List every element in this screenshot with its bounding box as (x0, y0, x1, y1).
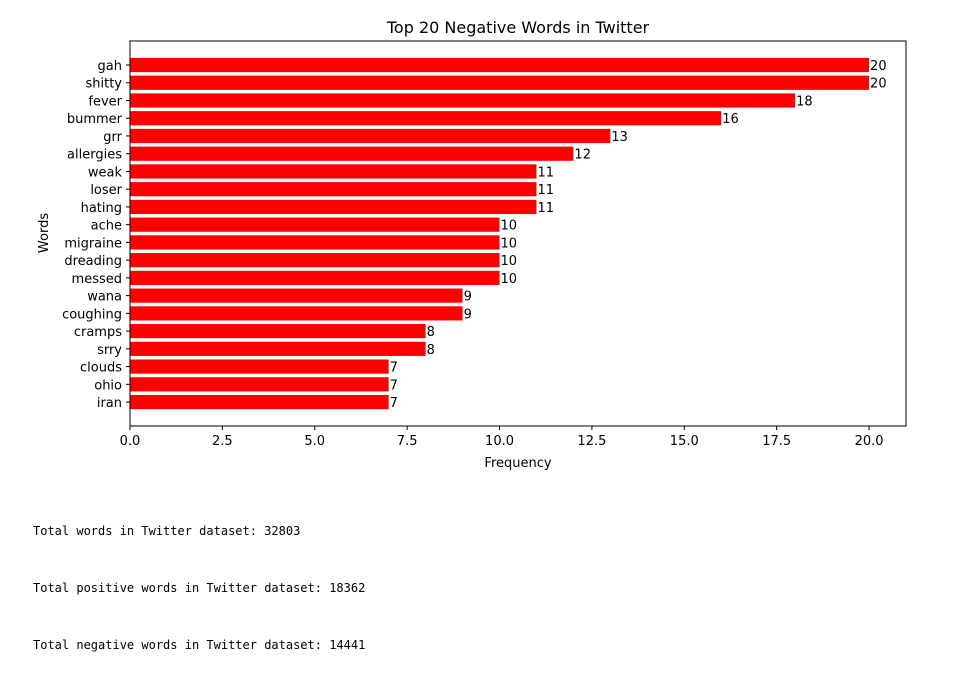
bar-dreading (130, 253, 500, 268)
y-tick-label-hating: hating (81, 201, 122, 216)
bar-coughing (130, 306, 463, 321)
total-negative-words-line: Total negative words in Twitter dataset:… (33, 638, 366, 652)
data-labels-group: 20 20 18 16 13 12 11 11 11 10 10 10 10 9 9 8 8 7 7 7 (390, 59, 887, 411)
data-label-iran: 7 (390, 396, 398, 411)
y-tick-label-ache: ache (91, 219, 122, 234)
data-label-hating: 11 (537, 201, 554, 216)
y-tick-label-dreading: dreading (64, 254, 122, 269)
x-tick-label: 2.5 (212, 434, 233, 449)
x-tick-label: 17.5 (762, 434, 791, 449)
x-axis-label: Frequency (484, 456, 551, 471)
y-tick-label-migraine: migraine (64, 236, 122, 251)
data-label-bummer: 16 (722, 112, 739, 127)
y-tick-label-bummer: bummer (67, 112, 123, 127)
x-tick-label: 15.0 (670, 434, 699, 449)
bar-clouds (130, 359, 389, 374)
console-output: Total words in Twitter dataset: 32803 To… (33, 484, 365, 674)
data-label-cramps: 8 (427, 325, 435, 340)
data-label-coughing: 9 (464, 307, 472, 322)
y-tick-label-allergies: allergies (67, 148, 122, 163)
y-tick-label-coughing: coughing (62, 307, 122, 322)
bars-group (130, 57, 870, 410)
data-label-allergies: 12 (574, 148, 591, 163)
y-tick-label-iran: iran (97, 396, 122, 411)
bar-weak (130, 164, 537, 179)
data-label-loser: 11 (537, 183, 554, 198)
bar-hating (130, 199, 537, 215)
y-tick-label-srry: srry (97, 343, 122, 358)
x-tick-label: 10.0 (485, 434, 514, 449)
y-axis-ticks: gah shitty fever bummer grr allergies weak lose… (62, 59, 130, 411)
bar-ache (130, 217, 500, 232)
data-label-clouds: 7 (390, 361, 398, 376)
data-label-dreading: 10 (501, 254, 518, 269)
data-label-migraine: 10 (501, 236, 518, 251)
total-positive-words-line: Total positive words in Twitter dataset:… (33, 581, 366, 595)
bar-srry (130, 341, 426, 356)
y-tick-label-messed: messed (72, 272, 122, 287)
y-tick-label-clouds: clouds (80, 361, 122, 376)
bar-ohio (130, 377, 389, 392)
x-tick-label: 7.5 (397, 434, 418, 449)
bar-cramps (130, 324, 426, 339)
bar-grr (130, 128, 611, 144)
x-tick-label: 20.0 (855, 434, 884, 449)
bar-chart: Top 20 Negative Words in Twitter 20 20 18 1… (37, 18, 907, 471)
data-label-grr: 13 (611, 130, 628, 145)
y-tick-label-shitty: shitty (85, 77, 122, 92)
bar-loser (130, 182, 537, 197)
x-tick-label: 0.0 (120, 434, 141, 449)
y-tick-label-gah: gah (98, 59, 122, 74)
y-tick-label-loser: loser (90, 183, 122, 198)
y-tick-label-wana: wana (87, 290, 122, 305)
data-label-shitty: 20 (870, 77, 887, 92)
y-tick-label-ohio: ohio (94, 378, 122, 393)
y-tick-label-cramps: cramps (74, 325, 122, 340)
bar-allergies (130, 146, 574, 161)
bar-wana (130, 288, 463, 303)
x-tick-label: 5.0 (304, 434, 325, 449)
data-label-fever: 18 (796, 94, 813, 109)
data-label-ohio: 7 (390, 378, 398, 393)
y-axis-label: Words (37, 213, 52, 253)
bar-migraine (130, 235, 500, 250)
data-label-gah: 20 (870, 59, 887, 74)
plot-frame (129, 40, 907, 427)
y-tick-label-weak: weak (88, 165, 123, 180)
bar-messed (130, 270, 500, 285)
bar-iran (130, 394, 389, 410)
data-label-messed: 10 (501, 272, 518, 287)
chart-title: Top 20 Negative Words in Twitter (386, 18, 650, 37)
bar-gah (130, 57, 870, 73)
y-tick-label-grr: grr (103, 130, 122, 145)
bar-shitty (130, 75, 870, 90)
y-tick-label-fever: fever (88, 94, 122, 109)
data-label-wana: 9 (464, 290, 472, 305)
x-axis-ticks: 0.0 2.5 5.0 7.5 10.0 12.5 15.0 17.5 20.0 (120, 426, 884, 449)
data-label-srry: 8 (427, 343, 435, 358)
bar-fever (130, 93, 796, 108)
x-tick-label: 12.5 (577, 434, 606, 449)
bar-bummer (130, 111, 722, 126)
total-words-line: Total words in Twitter dataset: 32803 (33, 524, 301, 538)
data-label-ache: 10 (501, 219, 518, 234)
data-label-weak: 11 (537, 165, 554, 180)
